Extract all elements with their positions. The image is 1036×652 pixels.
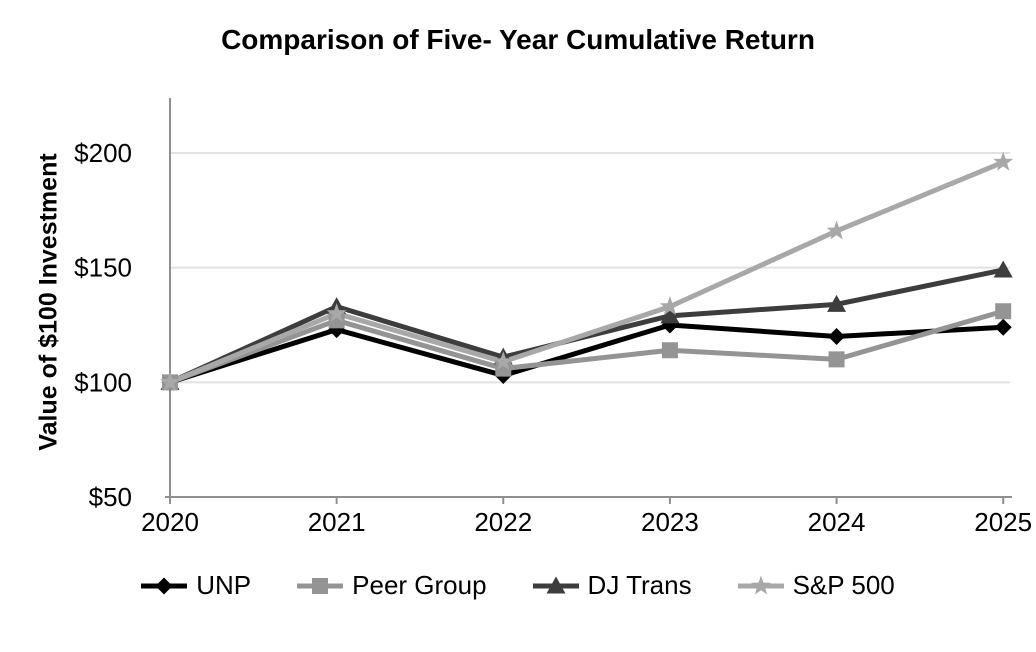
marker-s-p-500-2023 — [659, 296, 680, 316]
legend-label-s-p-500: S&P 500 — [792, 570, 895, 600]
marker-peer-group-2023 — [661, 342, 678, 359]
marker-dj-trans-2025 — [993, 260, 1013, 278]
series-line-unp — [167, 322, 1006, 385]
y-tick-label-150: $150 — [74, 253, 132, 283]
chart-legend: UNP Peer Group DJ Trans S&P 500 — [0, 570, 1036, 601]
legend-item-unp: UNP — [141, 570, 251, 601]
series-line-s-p-500 — [167, 159, 1006, 385]
legend-item-dj-trans: DJ Trans — [532, 570, 692, 601]
marker-dj-trans-2024 — [827, 294, 847, 312]
marker-dj-trans-2023 — [660, 306, 680, 324]
x-tick-label-2025: 2025 — [974, 507, 1032, 537]
legend-item-peer-group: Peer Group — [297, 570, 487, 601]
x-tick-label-2024: 2024 — [808, 507, 866, 537]
y-tick-label-200: $200 — [74, 138, 132, 168]
legend-marker-dj-trans-icon — [532, 576, 579, 593]
legend-item-s-p-500: S&P 500 — [737, 570, 895, 601]
y-tick-label-50: $50 — [89, 482, 132, 512]
marker-unp-2025 — [994, 318, 1012, 336]
legend-label-dj-trans: DJ Trans — [587, 570, 692, 600]
marker-s-p-500-2025 — [993, 151, 1014, 171]
legend-marker-peer-group-icon — [297, 577, 344, 594]
y-tick-label-100: $100 — [74, 367, 132, 397]
marker-unp-2024 — [828, 327, 846, 345]
x-tick-label-2023: 2023 — [641, 507, 699, 537]
legend-marker-s-p-500-icon — [737, 575, 784, 594]
series-line-dj-trans — [167, 267, 1006, 385]
marker-s-p-500-2024 — [826, 220, 847, 240]
marker-s-p-500-2021 — [326, 303, 347, 323]
x-tick-label-2020: 2020 — [141, 507, 199, 537]
marker-s-p-500-2020 — [160, 371, 180, 391]
chart-title: Comparison of Five- Year Cumulative Retu… — [221, 24, 815, 55]
x-tick-label-2022: 2022 — [474, 507, 532, 537]
marker-peer-group-2025 — [995, 303, 1012, 320]
legend-label-peer-group: Peer Group — [352, 570, 487, 600]
legend-label-unp: UNP — [196, 570, 252, 600]
legend-marker-unp-icon — [141, 577, 188, 594]
marker-s-p-500-2022 — [493, 351, 514, 371]
x-tick-label-2021: 2021 — [308, 507, 366, 537]
marker-peer-group-2024 — [828, 351, 845, 368]
series-line-peer-group — [167, 308, 1006, 385]
